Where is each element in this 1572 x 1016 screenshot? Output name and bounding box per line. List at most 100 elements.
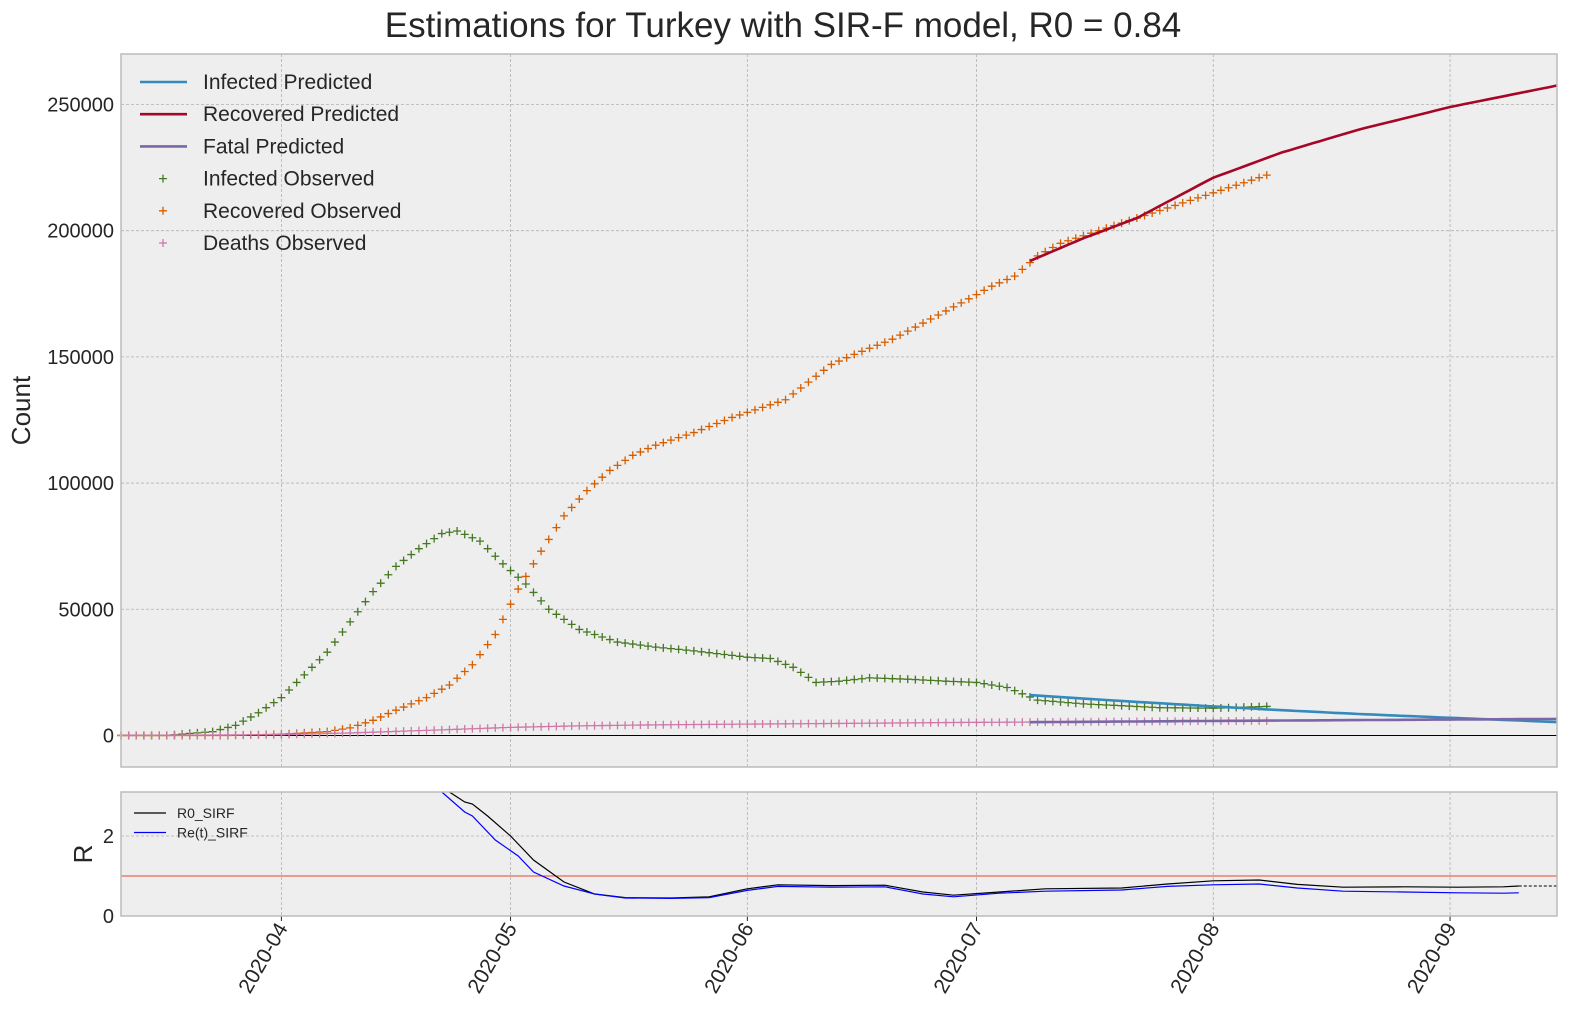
data-point xyxy=(995,718,1004,727)
data-point xyxy=(796,668,805,677)
data-point xyxy=(483,544,492,553)
y-tick-label: 200000 xyxy=(47,221,114,243)
data-point xyxy=(560,722,569,731)
data-point xyxy=(796,719,805,728)
data-point xyxy=(582,627,591,636)
data-point xyxy=(957,298,966,307)
legend-swatch xyxy=(159,174,167,183)
data-point xyxy=(919,319,928,328)
data-point xyxy=(712,720,721,729)
data-point xyxy=(384,570,393,579)
data-point xyxy=(567,722,576,731)
data-point xyxy=(880,719,889,728)
data-point xyxy=(651,441,660,450)
data-point xyxy=(414,544,423,553)
data-point xyxy=(934,310,943,319)
data-point xyxy=(460,530,469,539)
data-point xyxy=(819,366,828,375)
data-point xyxy=(445,680,454,689)
data-point xyxy=(621,721,630,730)
data-point xyxy=(391,706,400,715)
data-point xyxy=(1003,275,1012,284)
data-point xyxy=(575,625,584,634)
data-point xyxy=(689,720,698,729)
data-point xyxy=(216,730,225,739)
data-point xyxy=(1224,183,1233,192)
data-point xyxy=(735,652,744,661)
data-point xyxy=(1033,696,1042,705)
data-point xyxy=(651,643,660,652)
data-point xyxy=(1018,689,1027,698)
data-point xyxy=(300,670,309,679)
data-point xyxy=(1155,703,1164,712)
data-point xyxy=(766,719,775,728)
x-tick-label: 2020-09 xyxy=(1403,919,1461,997)
data-point xyxy=(262,730,271,739)
data-point xyxy=(644,720,653,729)
data-point xyxy=(1109,701,1118,710)
data-point xyxy=(178,731,187,740)
data-point xyxy=(582,486,591,495)
data-point xyxy=(827,360,836,369)
data-point xyxy=(391,562,400,571)
data-point xyxy=(896,718,905,727)
data-point xyxy=(430,534,439,543)
data-point xyxy=(987,718,996,727)
data-point xyxy=(323,729,332,738)
data-point xyxy=(766,400,775,409)
data-point xyxy=(987,680,996,689)
y-axis-label: R xyxy=(68,845,98,864)
data-point xyxy=(865,344,874,353)
data-point xyxy=(353,728,362,737)
data-point xyxy=(506,566,515,575)
data-point xyxy=(598,633,607,642)
data-point xyxy=(735,410,744,419)
data-point xyxy=(781,719,790,728)
data-point xyxy=(369,728,378,737)
data-point xyxy=(208,731,217,740)
data-point xyxy=(407,550,416,559)
data-point xyxy=(514,723,523,732)
x-tick-label: 2020-06 xyxy=(700,919,758,997)
data-point xyxy=(743,720,752,729)
data-point xyxy=(789,663,798,672)
data-point xyxy=(399,703,408,712)
data-point xyxy=(804,378,813,387)
data-point xyxy=(468,533,477,542)
data-point xyxy=(338,627,347,636)
data-point xyxy=(896,331,905,340)
data-point xyxy=(453,527,462,536)
data-point xyxy=(1216,186,1225,195)
legend-label: Fatal Predicted xyxy=(203,135,344,158)
data-point xyxy=(857,719,866,728)
data-point xyxy=(980,718,989,727)
data-point xyxy=(269,730,278,739)
data-point xyxy=(972,718,981,727)
data-point xyxy=(285,686,294,695)
data-point xyxy=(835,357,843,366)
data-point xyxy=(697,647,706,656)
data-point xyxy=(888,674,897,683)
data-point xyxy=(682,646,691,655)
data-point xyxy=(369,716,378,725)
data-point xyxy=(598,473,607,482)
plot-background xyxy=(121,792,1557,916)
y-tick-label: 0 xyxy=(103,725,114,747)
data-point xyxy=(521,572,530,581)
data-point xyxy=(682,720,691,729)
data-point xyxy=(613,461,622,470)
data-point xyxy=(835,677,843,686)
data-point xyxy=(964,678,973,687)
data-point xyxy=(330,638,339,647)
data-point xyxy=(621,456,630,465)
data-point xyxy=(407,699,416,708)
data-point xyxy=(598,721,607,730)
data-point xyxy=(590,721,599,730)
data-point xyxy=(139,731,148,740)
data-point xyxy=(323,648,332,657)
data-point xyxy=(560,511,569,520)
data-point xyxy=(162,731,171,740)
data-point xyxy=(201,731,210,740)
data-point xyxy=(567,620,576,629)
series-line xyxy=(1029,84,1558,263)
